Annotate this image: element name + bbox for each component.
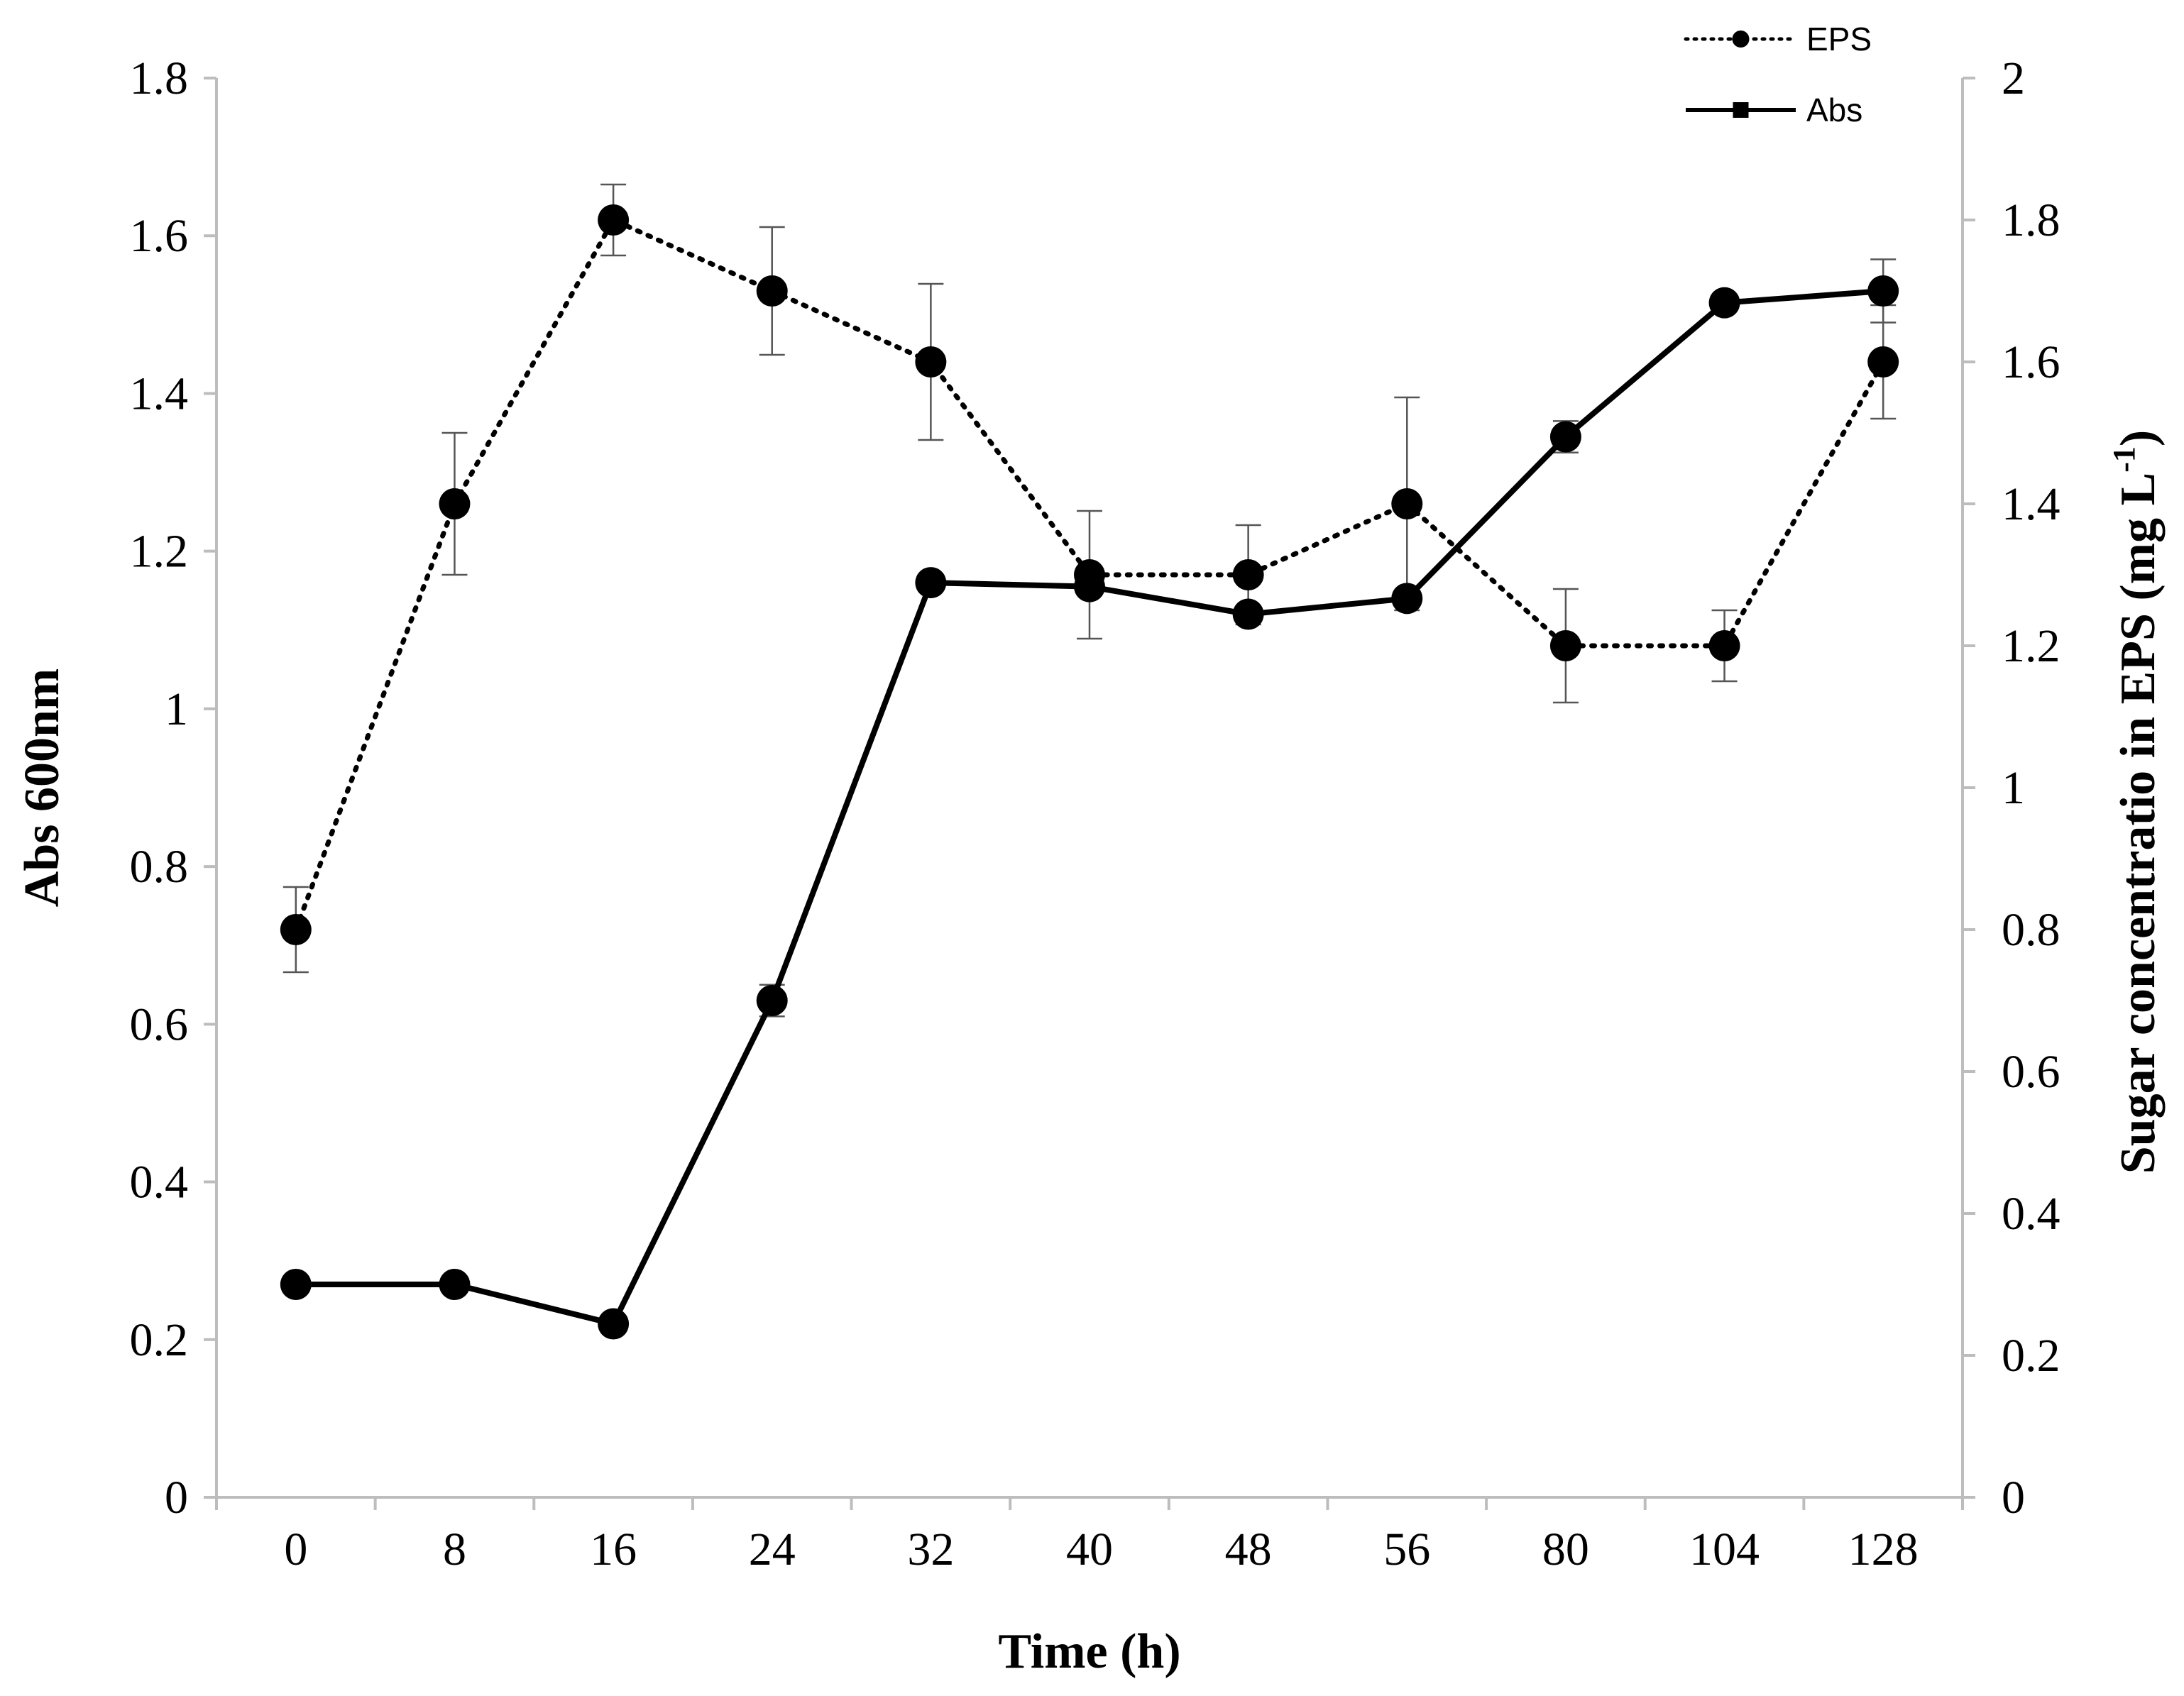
y-left-tick-label: 1.8	[130, 53, 189, 104]
y-left-tick-label: 1	[165, 683, 188, 735]
y-right-tick-label: 0.4	[2002, 1188, 2060, 1240]
data-point	[756, 985, 788, 1016]
y-right-tick-label: 0.2	[2002, 1330, 2060, 1382]
data-point	[1867, 275, 1899, 307]
x-axis-title: Time (h)	[998, 1624, 1180, 1679]
axes: 0 0.2 0.4 0.6 0.8 1 1.2 1.4 1.6 1.8 0 0.2 0.4 0.6 0.8 1…	[130, 53, 2060, 1575]
y-right-tick-label: 1.2	[2002, 620, 2060, 672]
y-right-tick-label: 1.8	[2002, 194, 2060, 246]
y-right-tick-label: 1	[2002, 762, 2025, 814]
series-line	[293, 216, 1886, 932]
data-point	[1391, 583, 1423, 615]
x-tick-label: 0	[284, 1524, 307, 1575]
series-eps	[280, 183, 1899, 974]
y-left-tick-label: 1.2	[130, 526, 189, 578]
y-left-tick-label: 0	[165, 1472, 188, 1524]
y-left-tick-label: 0.4	[130, 1157, 189, 1208]
x-tick-label: 48	[1225, 1524, 1272, 1575]
y-right-tick-label: 0.8	[2002, 904, 2060, 956]
y-right-tick-label: 2	[2002, 53, 2025, 104]
x-tick-label: 56	[1383, 1524, 1430, 1575]
y-axis-right-title-end: )	[2111, 430, 2166, 446]
series-line	[295, 288, 1884, 1327]
x-tick-label: 104	[1689, 1524, 1760, 1575]
data-point	[439, 1269, 471, 1300]
legend-marker	[1732, 31, 1750, 48]
data-point	[1867, 346, 1899, 378]
x-tick-label: 8	[443, 1524, 466, 1575]
y-left-tick-label: 0.8	[130, 841, 189, 893]
data-point	[1074, 571, 1105, 602]
data-point	[1391, 488, 1423, 519]
x-tick-label: 16	[590, 1524, 637, 1575]
data-point	[1549, 421, 1581, 453]
data-point	[598, 1308, 630, 1340]
y-left-tick-label: 1.6	[130, 210, 189, 262]
data-point	[1232, 598, 1264, 630]
data-point	[598, 204, 630, 236]
series-layer	[280, 183, 1899, 1340]
data-point	[1708, 630, 1740, 661]
data-point	[1232, 559, 1264, 590]
legend-item-eps: EPS	[1684, 21, 1872, 57]
data-point	[915, 346, 947, 378]
legend-label: EPS	[1806, 21, 1872, 57]
y-right-tick-label: 1.4	[2002, 478, 2060, 530]
x-tick-label: 128	[1848, 1524, 1919, 1575]
series-abs	[280, 258, 1899, 1340]
y-axis-right-title-sup: -1	[2107, 446, 2141, 473]
y-left-tick-label: 0.6	[130, 998, 189, 1050]
x-tick-label: 32	[907, 1524, 954, 1575]
y-right-tick-label: 1.6	[2002, 336, 2060, 388]
data-point	[915, 567, 947, 599]
y-axis-right-title: Sugar concentratio in EPS (mg L-1)	[2107, 430, 2166, 1174]
data-point	[756, 275, 788, 307]
legend-label: Abs	[1806, 92, 1862, 128]
data-point	[439, 488, 471, 519]
legend-marker	[1733, 102, 1749, 118]
x-tick-label: 24	[749, 1524, 796, 1575]
y-axis-right-title-main: Sugar concentratio in EPS (mg L	[2111, 473, 2166, 1174]
y-right-tick-label: 0	[2002, 1472, 2025, 1524]
y-left-tick-label: 0.2	[130, 1314, 189, 1366]
legend-item-abs: Abs	[1686, 92, 1862, 128]
data-point	[280, 1269, 312, 1300]
y-axis-left-title: Abs 600nm	[15, 668, 70, 907]
data-point	[1549, 630, 1581, 661]
y-right-tick-label: 0.6	[2002, 1046, 2060, 1098]
x-tick-label: 40	[1066, 1524, 1113, 1575]
data-point	[280, 914, 312, 945]
y-left-tick-label: 1.4	[130, 368, 189, 419]
data-point	[1708, 287, 1740, 319]
x-tick-label: 80	[1542, 1524, 1589, 1575]
legend: EPS Abs	[1684, 21, 1872, 128]
